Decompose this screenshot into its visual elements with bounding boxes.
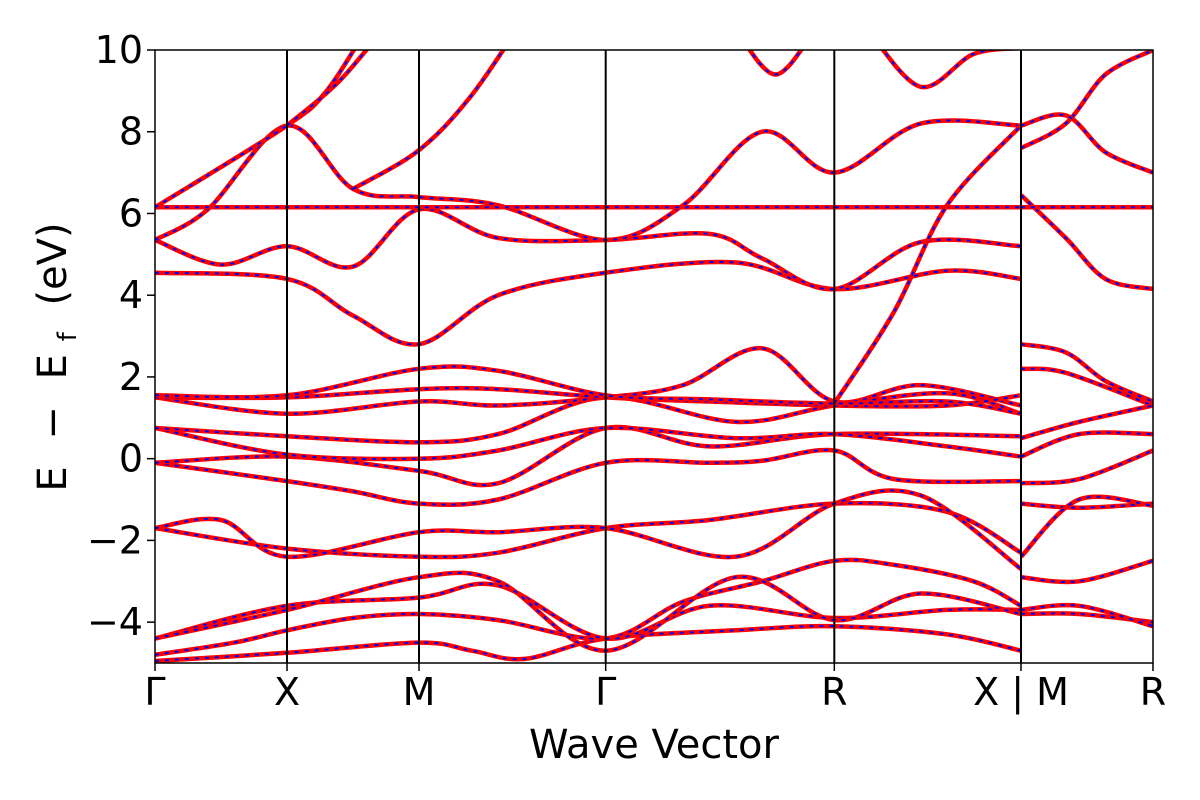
band-line-red bbox=[1020, 366, 1153, 408]
band-line-blue-dashed bbox=[1020, 194, 1153, 291]
band-line-blue-dashed bbox=[155, 260, 1022, 346]
y-tick-label: −4 bbox=[87, 600, 143, 644]
x-tick-label: R bbox=[821, 670, 847, 714]
band-line-blue-dashed bbox=[1020, 502, 1153, 509]
band-line-blue-dashed bbox=[1020, 113, 1153, 174]
band-line-red bbox=[880, 50, 1022, 90]
y-tick-label: 10 bbox=[95, 28, 143, 72]
band-line-blue-dashed bbox=[1020, 404, 1153, 440]
band-line-blue-dashed bbox=[155, 50, 355, 209]
x-tick-label: Γ bbox=[144, 670, 165, 714]
band-line-blue-dashed bbox=[1020, 50, 1153, 149]
band-line-blue-dashed bbox=[1020, 367, 1153, 407]
band-line-red bbox=[1020, 341, 1153, 404]
band-line-blue-dashed bbox=[881, 50, 1001, 88]
band-line-blue-dashed bbox=[155, 119, 1022, 242]
y-axis-label: E − E f (eV) bbox=[30, 222, 86, 491]
y-label-unit: (eV) bbox=[30, 222, 76, 305]
band-line-blue-dashed bbox=[748, 50, 803, 76]
y-tick-label: 2 bbox=[119, 355, 143, 399]
plot-frame bbox=[154, 49, 1154, 664]
x-tick-label: X | M bbox=[973, 670, 1069, 715]
band-line-blue-dashed bbox=[833, 124, 1022, 405]
band-line-red bbox=[1020, 112, 1153, 175]
band-line-red bbox=[747, 50, 804, 77]
band-line-red bbox=[1020, 448, 1153, 486]
y-label-ef-subscript: f bbox=[53, 331, 83, 341]
band-line-blue-dashed bbox=[1020, 495, 1153, 558]
band-line-blue-dashed bbox=[155, 426, 1022, 487]
band-line-red bbox=[155, 259, 1022, 347]
band-line-blue-dashed bbox=[155, 392, 1022, 444]
band-line-blue-dashed bbox=[1020, 612, 1153, 624]
y-tick-label: 0 bbox=[119, 437, 143, 481]
band-line-red bbox=[351, 50, 506, 191]
y-label-e: E bbox=[30, 466, 76, 491]
band-line-red bbox=[285, 50, 370, 128]
x-tick-label: Γ bbox=[595, 670, 616, 714]
band-line-red bbox=[155, 346, 1022, 416]
y-label-minus: − bbox=[30, 406, 76, 440]
band-line-blue-dashed bbox=[155, 489, 1022, 570]
x-axis-label: Wave Vector bbox=[529, 722, 780, 768]
band-line-blue-dashed bbox=[1020, 604, 1153, 628]
x-tick-label: M bbox=[403, 670, 436, 714]
band-line-red bbox=[155, 50, 357, 210]
high-symmetry-lines bbox=[286, 50, 1022, 663]
band-line-red bbox=[1020, 558, 1153, 585]
band-line-blue-dashed bbox=[1020, 449, 1153, 485]
bands-layer bbox=[155, 50, 1153, 663]
x-axis: Γ X M Γ R X | M R bbox=[144, 663, 1166, 715]
band-line-red bbox=[1020, 430, 1153, 459]
y-tick-label: 6 bbox=[119, 191, 143, 235]
x-tick-label: R bbox=[1140, 670, 1166, 714]
y-tick-label: 4 bbox=[119, 273, 143, 317]
band-line-blue-dashed bbox=[1020, 559, 1153, 583]
band-line-blue-dashed bbox=[155, 502, 1022, 559]
x-tick-label: X bbox=[274, 670, 300, 714]
band-line-blue-dashed bbox=[352, 50, 505, 190]
band-line-blue-dashed bbox=[155, 625, 1022, 662]
y-axis: −4 −2 0 2 4 6 8 10 bbox=[87, 28, 155, 644]
band-line-blue-dashed bbox=[1020, 431, 1153, 458]
band-line-blue-dashed bbox=[1020, 343, 1153, 403]
y-tick-label: −2 bbox=[87, 518, 143, 562]
y-label-ef: E bbox=[30, 354, 76, 379]
y-tick-label: 8 bbox=[119, 110, 143, 154]
